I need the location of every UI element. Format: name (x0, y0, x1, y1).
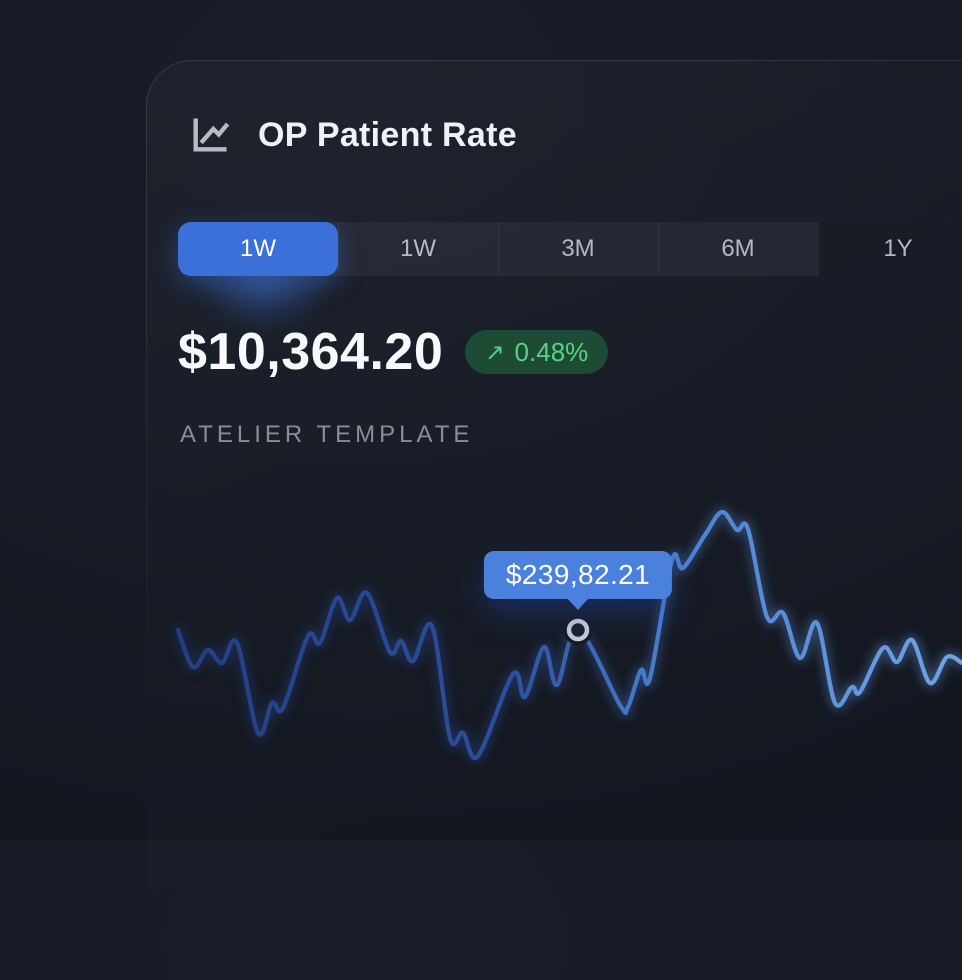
period-tabs: 1W 1W 3M 6M 1Y (178, 222, 962, 276)
card-header: OP Patient Rate (188, 112, 517, 158)
stats-row: $10,364.20 ↗ 0.48% (178, 322, 609, 382)
tab-period-1y[interactable]: 1Y (818, 222, 962, 276)
chart-line (175, 509, 962, 761)
change-badge: ↗ 0.48% (465, 330, 609, 374)
tab-period-3m[interactable]: 3M (498, 222, 658, 276)
trend-up-icon: ↗ (485, 338, 505, 365)
rate-line-chart[interactable] (0, 0, 962, 840)
line-chart-icon (188, 112, 232, 158)
card-subtitle: ATELIER TEMPLATE (180, 421, 474, 448)
page-title: OP Patient Rate (258, 115, 517, 154)
dashboard-card (146, 60, 962, 980)
price-tooltip: $239,82.21 (483, 551, 673, 599)
change-value: 0.48% (514, 336, 589, 367)
chart-marker (566, 618, 590, 642)
tab-period-1w-b[interactable]: 1W (338, 222, 498, 276)
tab-period-6m[interactable]: 6M (658, 222, 818, 276)
price-value: $10,364.20 (178, 323, 444, 381)
tab-period-1w-a[interactable]: 1W (178, 222, 338, 276)
tooltip-value: $239,82.21 (505, 559, 651, 590)
